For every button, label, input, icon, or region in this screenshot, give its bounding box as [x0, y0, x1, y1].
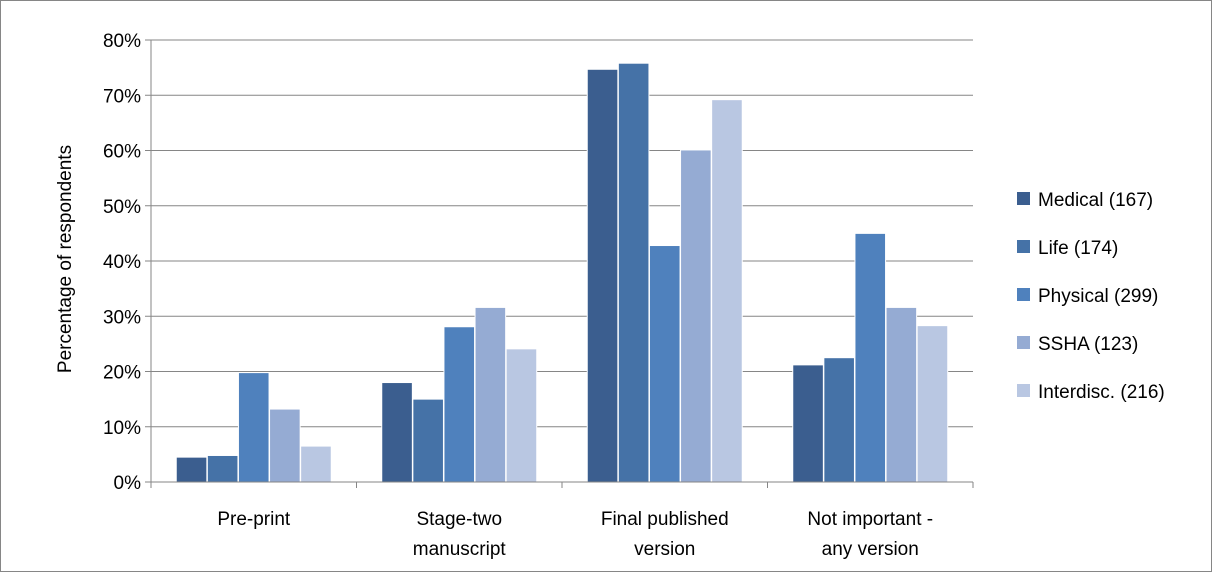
x-category-label: Final published	[601, 509, 729, 530]
legend-swatch	[1017, 192, 1030, 205]
legend-swatch	[1017, 240, 1030, 253]
y-tick-label: 80%	[103, 31, 141, 52]
y-tick-label: 30%	[103, 307, 141, 328]
bars	[175, 62, 949, 483]
bar-3-3	[648, 245, 681, 483]
bar-5-4	[916, 325, 949, 483]
legend-swatch	[1017, 384, 1030, 397]
x-category-label: version	[634, 539, 695, 560]
axes	[150, 40, 974, 488]
y-tick-label: 20%	[103, 363, 141, 384]
bar-4-1	[269, 408, 301, 483]
bar-4-2	[474, 306, 507, 483]
bar-5-2	[505, 348, 538, 483]
y-tick-label: 40%	[103, 252, 141, 273]
x-category-label: Not important -	[807, 509, 933, 530]
bar-1-4	[792, 364, 824, 483]
legend-label: SSHA (123)	[1038, 334, 1138, 355]
x-category-label: manuscript	[413, 539, 507, 560]
bar-3-4	[854, 232, 887, 483]
legend-label: Life (174)	[1038, 238, 1118, 259]
y-tick-labels: 0% 10% 20% 30% 40% 50% 60% 70% 80%	[103, 31, 141, 494]
bar-4-3	[680, 149, 712, 483]
bar-2-4	[823, 357, 855, 483]
bar-3-2	[443, 326, 476, 483]
y-tick-label: 70%	[103, 86, 141, 107]
x-category-label: Pre-print	[217, 509, 291, 530]
bar-2-2	[412, 398, 444, 483]
bar-1-2	[381, 382, 413, 483]
legend-label: Interdisc. (216)	[1038, 382, 1165, 403]
bar-4-4	[885, 306, 918, 483]
y-tick-label: 60%	[103, 142, 141, 163]
y-tick-label: 0%	[114, 473, 142, 494]
bar-3-1	[237, 372, 270, 483]
x-category-labels: Pre-print Stage-two manuscript Final publis…	[217, 509, 933, 560]
legend-swatch	[1017, 288, 1030, 301]
legend: Medical (167) Life (174) Physical (299) SSH…	[1017, 190, 1165, 403]
bar-5-3	[711, 99, 743, 483]
bar-1-3	[586, 68, 619, 483]
x-category-label: any version	[822, 539, 919, 560]
legend-swatch	[1017, 336, 1030, 349]
bar-1-1	[175, 456, 208, 483]
y-tick-label: 50%	[103, 197, 141, 218]
legend-label: Medical (167)	[1038, 190, 1153, 211]
legend-label: Physical (299)	[1038, 286, 1158, 307]
y-axis-title: Percentage of respondents	[55, 145, 76, 373]
bar-2-1	[206, 454, 239, 483]
bar-2-3	[617, 62, 650, 483]
y-tick-label: 10%	[103, 418, 141, 439]
bar-5-1	[300, 445, 332, 483]
x-category-label: Stage-two	[416, 509, 502, 530]
